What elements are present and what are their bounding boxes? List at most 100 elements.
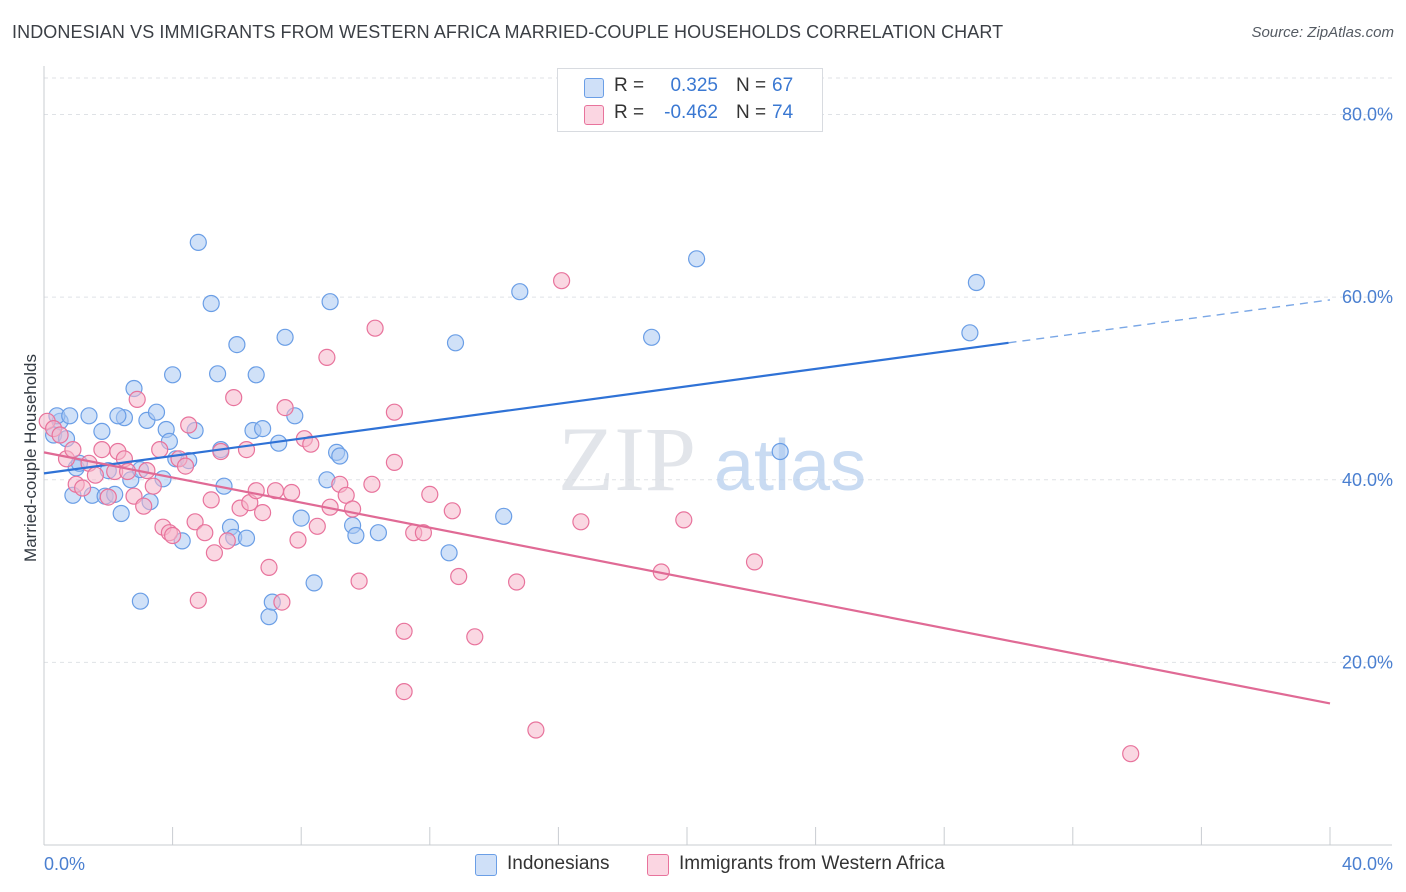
data-point — [237, 529, 256, 547]
data-point — [202, 491, 220, 509]
series-indonesians — [44, 233, 986, 626]
data-point — [331, 447, 349, 465]
data-point — [495, 507, 513, 525]
data-point — [151, 441, 169, 459]
data-point — [1122, 745, 1140, 763]
data-point — [771, 442, 789, 461]
chart-source: Source: ZipAtlas.com — [1251, 24, 1394, 41]
data-point — [218, 532, 236, 550]
data-point — [254, 420, 272, 438]
data-point — [385, 403, 403, 421]
data-point — [164, 366, 182, 384]
legend-swatch-pink — [647, 854, 669, 876]
data-point — [209, 365, 227, 383]
data-point — [572, 513, 590, 531]
data-point — [260, 558, 278, 577]
legend-swatch-pink — [584, 105, 604, 125]
watermark-atlas: atlas — [714, 426, 866, 506]
data-point — [308, 517, 326, 535]
series-western-africa — [38, 272, 1140, 763]
data-point — [421, 485, 439, 503]
y-tick-label: 60.0% — [1342, 287, 1393, 307]
y-tick-label: 80.0% — [1342, 105, 1393, 125]
data-point — [292, 509, 310, 527]
data-point — [64, 441, 82, 459]
data-point — [552, 272, 571, 290]
data-point — [147, 403, 166, 421]
data-point — [93, 422, 111, 440]
data-point — [276, 399, 294, 417]
legend-swatch-blue — [584, 78, 604, 98]
data-point — [189, 233, 207, 251]
data-point — [144, 477, 162, 495]
trend-line-indonesians — [43, 341, 1009, 475]
data-point — [99, 488, 117, 506]
data-point — [967, 273, 986, 292]
data-point — [118, 462, 137, 481]
data-point — [212, 442, 230, 461]
chart-title: INDONESIAN VS IMMIGRANTS FROM WESTERN AF… — [12, 22, 1004, 42]
data-point — [61, 407, 79, 425]
axes: 20.0% 40.0% 60.0% 80.0% 0.0% 40.0% — [43, 66, 1393, 874]
data-point — [369, 524, 387, 542]
watermark-zip: ZIP — [558, 408, 696, 510]
data-point — [180, 416, 198, 434]
x-tick-label: 40.0% — [1342, 854, 1393, 874]
data-point — [273, 593, 291, 611]
data-point — [254, 503, 272, 522]
legend-label: Indonesians — [507, 853, 610, 874]
data-point — [440, 544, 458, 562]
data-point — [202, 294, 220, 313]
data-point — [289, 531, 307, 549]
y-tick-label: 20.0% — [1342, 652, 1393, 672]
data-point — [745, 553, 764, 571]
data-point — [135, 497, 153, 515]
data-point — [450, 567, 468, 586]
data-point — [961, 324, 979, 342]
data-point — [527, 721, 545, 739]
data-point — [131, 592, 149, 610]
trend-lines — [43, 299, 1331, 705]
y-tick-label: 40.0% — [1342, 470, 1393, 490]
data-point — [395, 682, 413, 701]
legend-n-value: 67 — [772, 75, 794, 96]
data-point — [109, 407, 127, 425]
legend-r-value: -0.462 — [664, 102, 718, 123]
data-point — [237, 441, 256, 459]
data-point — [73, 479, 92, 497]
data-point — [305, 574, 323, 592]
data-point — [86, 466, 105, 484]
data-point — [642, 328, 661, 346]
data-point — [112, 504, 130, 523]
stats-legend: R = 0.325 N = 67 R = -0.462 N = 74 — [557, 68, 823, 132]
data-point — [225, 389, 243, 407]
data-point — [675, 511, 693, 529]
data-point — [507, 573, 526, 591]
data-point — [128, 390, 146, 408]
data-point — [318, 348, 336, 366]
x-tick-label: 0.0% — [44, 854, 85, 874]
data-point — [260, 608, 278, 626]
data-point — [196, 524, 214, 542]
data-point — [189, 591, 207, 609]
legend-n-label: N = — [736, 102, 767, 123]
data-point — [247, 366, 265, 384]
data-point — [321, 293, 339, 311]
legend-label: Immigrants from Western Africa — [679, 853, 945, 874]
data-point — [93, 441, 111, 459]
trend-extension-indonesians — [1008, 299, 1331, 344]
y-axis-label: Married-couple Households — [21, 354, 40, 562]
data-point — [446, 334, 465, 352]
data-points — [38, 233, 1140, 763]
data-point — [164, 526, 182, 545]
data-point — [283, 483, 301, 502]
data-point — [350, 572, 368, 590]
data-point — [466, 628, 484, 646]
data-point — [414, 524, 432, 542]
data-point — [687, 250, 706, 268]
data-point — [186, 513, 204, 531]
legend-r-value: 0.325 — [670, 75, 718, 96]
data-point — [247, 482, 265, 500]
legend-n-label: N = — [736, 75, 767, 96]
